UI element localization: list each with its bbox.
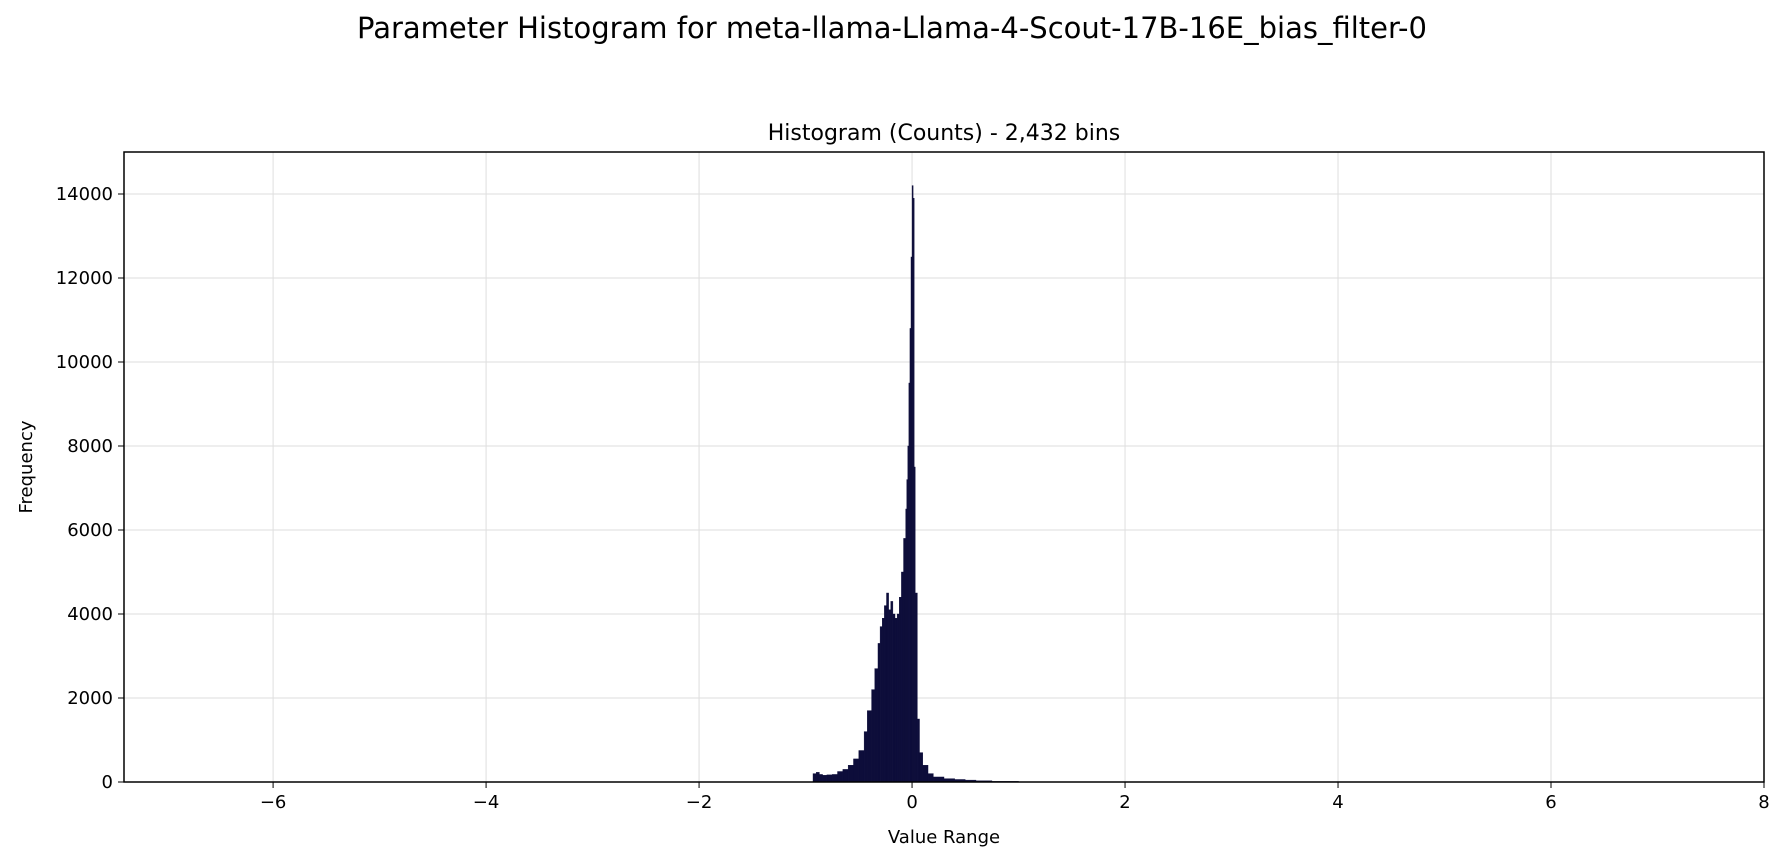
x-tick-label: 6 bbox=[1545, 792, 1556, 813]
x-tick-label: 8 bbox=[1758, 792, 1769, 813]
histogram-bar bbox=[867, 710, 872, 783]
histogram-bar bbox=[915, 592, 918, 783]
histogram-bar bbox=[819, 774, 823, 783]
histogram-bar bbox=[884, 605, 887, 783]
x-tick-label: 2 bbox=[1119, 792, 1130, 813]
histogram-bar bbox=[896, 613, 900, 783]
plot-frame bbox=[123, 151, 1765, 783]
histogram-bar bbox=[933, 776, 945, 783]
y-tick-label: 10000 bbox=[56, 352, 113, 373]
y-tick-label: 6000 bbox=[67, 520, 113, 541]
chart-title: Histogram (Counts) - 2,432 bins bbox=[768, 121, 1120, 146]
x-axis-label: Value Range bbox=[888, 827, 1000, 848]
histogram-bar bbox=[816, 772, 820, 783]
x-tick-label: −6 bbox=[260, 792, 287, 813]
histogram-bar bbox=[812, 773, 817, 783]
histogram-bar bbox=[917, 718, 920, 783]
histogram-bar bbox=[871, 689, 875, 783]
histogram-bar bbox=[899, 597, 902, 783]
histogram-bar bbox=[901, 571, 904, 783]
histogram-bar bbox=[842, 769, 849, 783]
y-tick-label: 14000 bbox=[56, 184, 113, 205]
histogram-bar bbox=[853, 758, 860, 783]
histogram-bar bbox=[831, 774, 838, 783]
histogram-bar bbox=[903, 538, 906, 783]
figure-title: Parameter Histogram for meta-llama-Llama… bbox=[357, 11, 1427, 45]
y-tick-label: 12000 bbox=[56, 268, 113, 289]
histogram-bar bbox=[890, 601, 894, 783]
histogram-bar bbox=[927, 773, 934, 783]
histogram-bar bbox=[847, 765, 854, 783]
histogram-bar bbox=[874, 668, 879, 783]
grid-lines bbox=[124, 152, 1765, 783]
x-tick-label: 0 bbox=[906, 792, 917, 813]
histogram-bar bbox=[886, 592, 889, 783]
histogram-bars bbox=[812, 185, 1025, 783]
x-tick-label: −2 bbox=[686, 792, 713, 813]
x-tick-label: 4 bbox=[1332, 792, 1343, 813]
y-axis-label: Frequency bbox=[16, 420, 37, 513]
histogram-bar bbox=[826, 774, 833, 783]
histogram-bar bbox=[863, 731, 868, 783]
x-tick-label: −4 bbox=[473, 792, 500, 813]
y-tick-label: 8000 bbox=[67, 436, 113, 457]
histogram-bar bbox=[894, 618, 898, 783]
histogram-bar bbox=[919, 752, 923, 783]
y-tick-label: 0 bbox=[102, 772, 113, 793]
histogram-bar bbox=[822, 775, 828, 783]
histogram-bar bbox=[922, 765, 929, 783]
histogram-bar bbox=[877, 643, 881, 783]
histogram-bar bbox=[882, 618, 885, 783]
histogram-bar bbox=[837, 771, 844, 783]
histogram-bar bbox=[888, 609, 891, 783]
histogram-bar bbox=[879, 626, 883, 783]
y-tick-label: 2000 bbox=[67, 688, 113, 709]
histogram-bar bbox=[858, 750, 865, 783]
y-tick-label: 4000 bbox=[67, 604, 113, 625]
axis-ticks: −6 −4 −2 0 2 4 6 8 0 2000 4000 6000 8000 10000 12000 14… bbox=[56, 184, 1770, 813]
histogram-bar bbox=[892, 613, 896, 783]
